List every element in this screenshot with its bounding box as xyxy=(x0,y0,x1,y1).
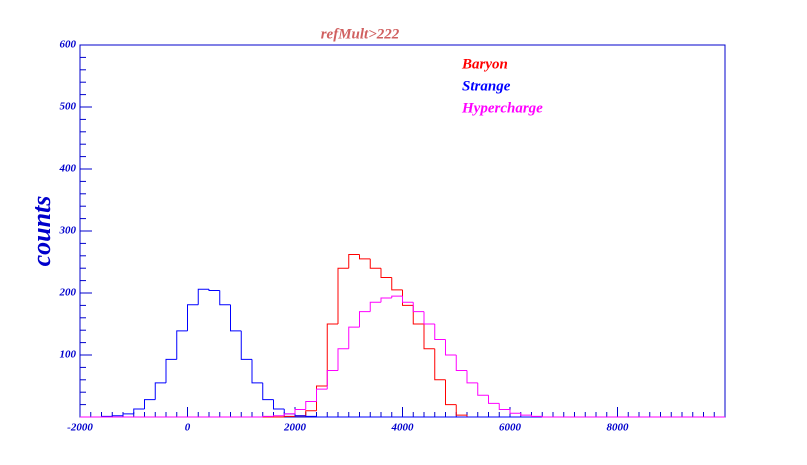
histogram-bin xyxy=(402,289,414,306)
histogram-bin xyxy=(208,289,220,292)
legend-entry: Strange xyxy=(462,78,511,94)
histogram-bin xyxy=(509,409,521,414)
histogram-bin xyxy=(423,311,435,325)
legend-entry: Baryon xyxy=(461,56,508,72)
x-tick-label: 8000 xyxy=(607,422,630,434)
histogram-bin xyxy=(294,409,306,414)
histogram-bin xyxy=(294,413,306,417)
histogram-bin xyxy=(455,404,467,416)
histogram-bin xyxy=(283,413,295,416)
histogram-bin xyxy=(111,415,123,417)
histogram-bin xyxy=(262,415,274,417)
histogram-bin xyxy=(316,416,328,418)
histogram-bin xyxy=(273,415,285,417)
x-tick-label: 0 xyxy=(185,422,191,434)
histogram-bin xyxy=(402,296,414,303)
histogram-bin xyxy=(240,330,252,360)
histogram-bin xyxy=(283,415,295,417)
histogram-bin xyxy=(520,413,532,416)
histogram-bin xyxy=(466,370,478,384)
y-tick-label: 600 xyxy=(60,39,77,51)
histogram-bin xyxy=(273,399,285,410)
histogram-bin xyxy=(445,379,457,406)
histogram-bin xyxy=(369,258,381,269)
y-tick-label: 500 xyxy=(60,101,77,113)
histogram-bin xyxy=(380,297,392,303)
histogram-bin xyxy=(348,254,360,269)
histogram-bin xyxy=(219,290,231,306)
histogram-bin xyxy=(197,288,209,305)
histogram-bin xyxy=(412,302,424,313)
histogram-bin xyxy=(337,348,349,371)
histogram-bin xyxy=(488,395,500,404)
histogram-bin xyxy=(531,415,543,417)
histogram-bin xyxy=(316,388,328,402)
histogram-bin xyxy=(391,277,403,291)
x-tick-label: 6000 xyxy=(499,422,522,434)
y-tick-label: 400 xyxy=(59,163,77,175)
x-tick-label: 2000 xyxy=(283,422,307,434)
histogram-bin xyxy=(144,399,156,409)
histogram-bin xyxy=(154,382,166,400)
histogram-bin xyxy=(498,403,510,411)
x-tick-label: 4000 xyxy=(391,422,415,434)
histogram-bin xyxy=(434,348,446,381)
x-tick-label: -2000 xyxy=(67,422,93,434)
histogram-bin xyxy=(305,401,317,410)
histogram-bin xyxy=(316,385,328,411)
histogram-bin xyxy=(326,323,338,386)
histogram-bin xyxy=(477,382,489,396)
histogram-bin xyxy=(165,358,177,383)
histogram-bin xyxy=(133,408,145,414)
histogram-bin xyxy=(380,268,392,278)
chart-title: refMult>222 xyxy=(321,26,400,42)
histogram-bin xyxy=(305,415,317,417)
histogram-bin xyxy=(541,416,553,418)
y-axis-label: counts xyxy=(27,196,56,267)
y-tick-label: 100 xyxy=(60,349,77,361)
histogram-bin xyxy=(122,413,134,416)
histogram-bin xyxy=(337,267,349,324)
histogram-bin xyxy=(359,311,371,328)
histogram-bin xyxy=(369,301,381,312)
histogram-bin xyxy=(262,382,274,401)
histogram-bin xyxy=(187,304,199,331)
histogram-bin xyxy=(445,339,457,356)
legend-entry: Hypercharge xyxy=(461,100,543,116)
histogram-bin xyxy=(434,324,446,340)
histogram-bin xyxy=(176,330,188,360)
histogram-bin xyxy=(230,304,242,332)
histogram-bin xyxy=(455,355,467,371)
histogram-bin xyxy=(251,359,263,384)
histogram-bin xyxy=(305,410,317,416)
histogram-bin xyxy=(423,324,435,350)
histogram-bin xyxy=(326,370,338,390)
histogram-bin xyxy=(348,326,360,349)
y-tick-label: 200 xyxy=(59,287,77,299)
y-tick-label: 300 xyxy=(59,225,77,237)
histogram-bin xyxy=(359,254,371,260)
histogram-bin xyxy=(391,295,403,298)
